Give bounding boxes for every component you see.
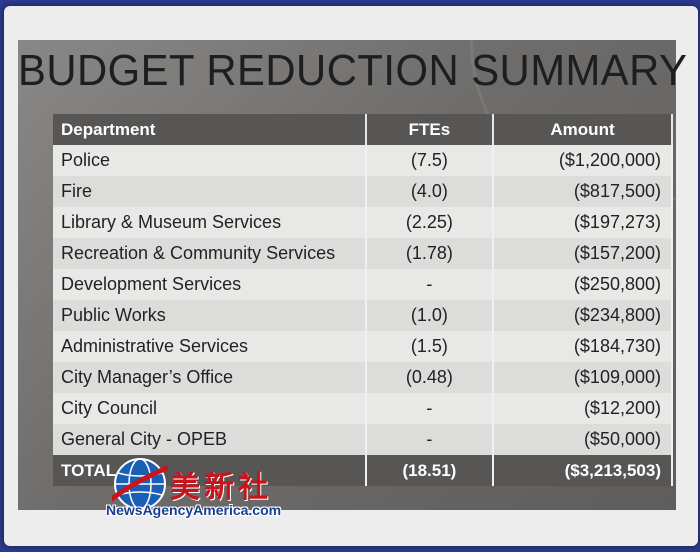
- header-ftes: FTEs: [365, 114, 495, 145]
- header-department: Department: [53, 114, 367, 145]
- row-amount: ($184,730): [493, 331, 673, 362]
- row-ftes: -: [365, 269, 495, 300]
- total-row: TOTAL (18.51) ($3,213,503): [53, 455, 673, 486]
- globe-logo-icon: [112, 458, 168, 510]
- total-label: TOTAL: [53, 455, 367, 486]
- table-row: Public Works (1.0) ($234,800): [53, 300, 673, 331]
- printed-page: BUDGET REDUCTION SUMMARY Department FTEs…: [4, 6, 698, 546]
- row-department: Police: [53, 145, 367, 176]
- watermark-url-text: NewsAgencyAmerica.com: [106, 502, 282, 518]
- news-agency-watermark: 美新社 NewsAgencyAmerica.com: [104, 452, 304, 532]
- table-row: Fire (4.0) ($817,500): [53, 176, 673, 207]
- row-amount: ($109,000): [493, 362, 673, 393]
- table-row: Library & Museum Services (2.25) ($197,2…: [53, 207, 673, 238]
- table-row: Administrative Services (1.5) ($184,730): [53, 331, 673, 362]
- row-department: Library & Museum Services: [53, 207, 367, 238]
- row-amount: ($12,200): [493, 393, 673, 424]
- row-amount: ($197,273): [493, 207, 673, 238]
- total-ftes: (18.51): [365, 455, 495, 486]
- row-department: Fire: [53, 176, 367, 207]
- row-ftes: (1.0): [365, 300, 495, 331]
- row-department: City Council: [53, 393, 367, 424]
- row-ftes: (4.0): [365, 176, 495, 207]
- table-row: Police (7.5) ($1,200,000): [53, 145, 673, 176]
- row-amount: ($157,200): [493, 238, 673, 269]
- row-department: City Manager’s Office: [53, 362, 367, 393]
- row-amount: ($234,800): [493, 300, 673, 331]
- row-amount: ($50,000): [493, 424, 673, 455]
- page-title: BUDGET REDUCTION SUMMARY: [18, 46, 688, 95]
- row-ftes: (0.48): [365, 362, 495, 393]
- table-row: Development Services - ($250,800): [53, 269, 673, 300]
- row-ftes: (1.5): [365, 331, 495, 362]
- row-ftes: (1.78): [365, 238, 495, 269]
- budget-table: Department FTEs Amount Police (7.5) ($1,…: [53, 114, 673, 486]
- table-row: Recreation & Community Services (1.78) (…: [53, 238, 673, 269]
- table-row: City Manager’s Office (0.48) ($109,000): [53, 362, 673, 393]
- row-department: Public Works: [53, 300, 367, 331]
- total-amount: ($3,213,503): [493, 455, 673, 486]
- table-header-row: Department FTEs Amount: [53, 114, 673, 145]
- row-department: Recreation & Community Services: [53, 238, 367, 269]
- row-ftes: (2.25): [365, 207, 495, 238]
- table-row: City Council - ($12,200): [53, 393, 673, 424]
- row-department: Development Services: [53, 269, 367, 300]
- row-department: General City - OPEB: [53, 424, 367, 455]
- row-ftes: (7.5): [365, 145, 495, 176]
- row-amount: ($817,500): [493, 176, 673, 207]
- watermark-chinese-text: 美新社: [170, 470, 272, 505]
- row-department: Administrative Services: [53, 331, 367, 362]
- row-ftes: -: [365, 393, 495, 424]
- row-ftes: -: [365, 424, 495, 455]
- header-amount: Amount: [493, 114, 673, 145]
- table-row: General City - OPEB - ($50,000): [53, 424, 673, 455]
- row-amount: ($1,200,000): [493, 145, 673, 176]
- row-amount: ($250,800): [493, 269, 673, 300]
